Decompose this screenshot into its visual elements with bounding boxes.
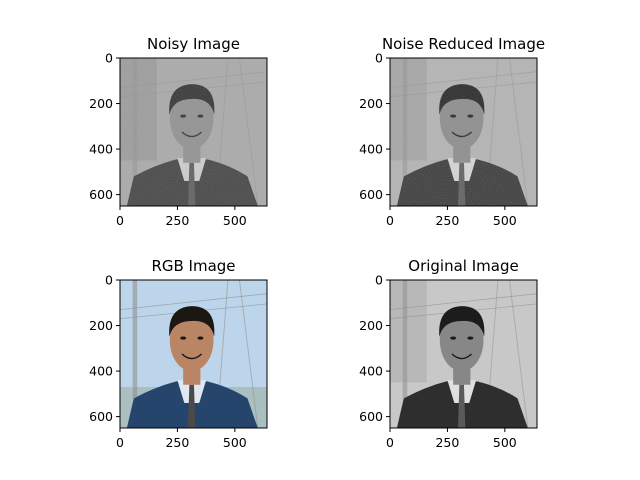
hair: [439, 306, 485, 337]
background-wire: [390, 293, 537, 310]
x-tick-label: 0: [386, 435, 394, 450]
axes-frame: [389, 57, 538, 207]
noise-overlay: [390, 58, 537, 206]
x-tick-label: 250: [435, 213, 459, 228]
x-tick-label: 250: [165, 213, 189, 228]
y-tick-label: 0: [375, 51, 383, 66]
y-tick-label: 600: [359, 187, 383, 202]
x-tick-label: 0: [116, 435, 124, 450]
portrait-image: [390, 58, 537, 206]
y-tick-label: 600: [89, 409, 113, 424]
x-tick-label: 500: [223, 435, 247, 450]
tie: [457, 384, 466, 428]
y-tick-label: 200: [89, 318, 113, 333]
neck: [453, 366, 471, 385]
right-eye: [467, 336, 474, 340]
subplot-title: Noise Reduced Image: [382, 35, 545, 53]
x-tick-label: 500: [493, 435, 517, 450]
left-eye: [450, 336, 457, 340]
portrait-image: [120, 280, 267, 428]
background-pole: [132, 280, 138, 399]
y-tick-label: 200: [359, 318, 383, 333]
y-tick-label: 400: [89, 364, 113, 379]
y-tick-label: 600: [89, 187, 113, 202]
y-tick-label: 400: [359, 142, 383, 157]
y-tick-label: 0: [375, 273, 383, 288]
neck: [183, 366, 201, 385]
background-shade: [390, 280, 427, 383]
portrait-image: [120, 58, 267, 206]
y-tick-label: 0: [105, 273, 113, 288]
subplot-title: Original Image: [408, 257, 518, 275]
x-tick-label: 500: [223, 213, 247, 228]
background-pole: [402, 280, 408, 399]
smile: [181, 353, 203, 360]
x-tick-label: 500: [493, 213, 517, 228]
y-tick-label: 400: [359, 364, 383, 379]
tie: [187, 384, 196, 428]
y-tick-label: 600: [359, 409, 383, 424]
right-eye: [197, 336, 204, 340]
smile: [451, 353, 473, 360]
y-tick-label: 400: [89, 142, 113, 157]
face: [169, 309, 214, 372]
axes-frame: [119, 279, 268, 429]
y-tick-label: 200: [89, 96, 113, 111]
subplot-title: Noisy Image: [147, 35, 240, 53]
axes-frame: [119, 57, 268, 207]
left-eye: [180, 336, 187, 340]
x-tick-label: 250: [435, 435, 459, 450]
x-tick-label: 250: [165, 435, 189, 450]
y-tick-label: 0: [105, 51, 113, 66]
x-tick-label: 0: [386, 213, 394, 228]
background-wire: [120, 293, 267, 310]
face: [439, 309, 484, 372]
portrait-image: [390, 280, 537, 428]
noise-overlay: [120, 58, 267, 206]
hair: [169, 306, 215, 337]
x-tick-label: 0: [116, 213, 124, 228]
axes-frame: [389, 279, 538, 429]
y-tick-label: 200: [359, 96, 383, 111]
subplot-title: RGB Image: [151, 257, 235, 275]
